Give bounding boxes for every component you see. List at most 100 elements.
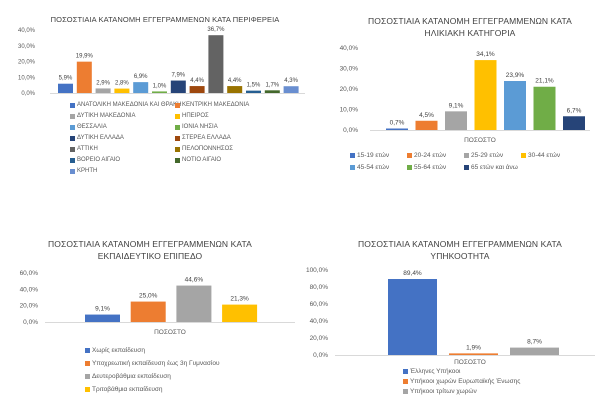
x-axis-label: ΠΟΣΟΣΤΟ	[154, 329, 186, 336]
y-tick-label: 0,0%	[23, 319, 38, 326]
data-label: 21,1%	[535, 78, 554, 85]
bar	[283, 86, 299, 93]
chart-title-line-1: ΠΟΣΟΣΤΙΑΙΑ ΚΑΤΑΝΟΜΗ ΕΓΓΕΓΡΑΜΜΕΝΩΝ ΚΑΤΑ	[48, 239, 252, 249]
data-label: 9,1%	[449, 102, 464, 109]
legend-item: 55-64 ετών	[407, 164, 446, 171]
y-tick-label: 40,0%	[18, 28, 36, 34]
legend-swatch	[464, 153, 469, 158]
bar	[170, 80, 186, 93]
data-label: 0,7%	[390, 120, 405, 127]
legend-swatch	[70, 135, 75, 141]
y-tick-label: 20,0%	[20, 303, 39, 310]
data-label: 25,0%	[139, 293, 158, 300]
legend-item: Υπήκοοι χωρών Ευρωπαϊκής Ένωσης	[403, 378, 520, 385]
bar	[133, 82, 149, 93]
legend-label: 65 ετών και άνω	[471, 164, 518, 171]
data-label: 4,4%	[228, 78, 242, 84]
legend-swatch	[70, 102, 75, 108]
legend-item: 65 ετών και άνω	[464, 164, 518, 171]
data-label: 36,7%	[207, 27, 225, 33]
legend-swatch	[175, 135, 180, 141]
data-label: 34,1%	[476, 51, 495, 58]
y-tick-label: 20,0%	[340, 86, 359, 93]
legend-swatch	[407, 165, 412, 170]
data-label: 4,5%	[419, 112, 434, 119]
legend-item: Χωρίς εκπαίδευση	[85, 347, 145, 354]
data-label: 4,4%	[190, 78, 204, 84]
legend-item: Δευτεροβάθμια εκπαίδευση	[85, 373, 171, 380]
legend-swatch	[403, 389, 408, 394]
legend-swatch	[70, 124, 75, 130]
legend-swatch	[175, 102, 180, 108]
bar	[208, 35, 224, 93]
chart-age: ΠΟΣΟΣΤΙΑΙΑ ΚΑΤΑΝΟΜΗ ΕΓΓΕΓΡΑΜΜΕΝΩΝ ΚΑΤΑ Η…	[320, 0, 602, 185]
legend-swatch	[70, 168, 75, 174]
data-label: 1,0%	[153, 83, 167, 89]
y-tick-label: 30,0%	[18, 44, 36, 50]
legend-label: Τριτοβάθμια εκπαίδευση	[92, 386, 163, 393]
legend-label: ΗΠΕΙΡΟΣ	[182, 113, 209, 119]
legend-label: 15-19 ετών	[357, 152, 390, 159]
legend-swatch	[175, 146, 180, 152]
legend-swatch	[175, 113, 180, 119]
data-label: 1,5%	[247, 83, 261, 89]
legend-swatch	[350, 165, 355, 170]
bar	[533, 86, 556, 130]
y-tick-label: 80,0%	[310, 284, 329, 291]
bar	[449, 353, 498, 355]
data-label: 6,7%	[567, 107, 582, 114]
data-label: 21,3%	[230, 296, 249, 303]
legend-swatch	[85, 361, 90, 366]
legend-item: Τριτοβάθμια εκπαίδευση	[85, 386, 163, 393]
bar	[563, 116, 585, 130]
y-tick-label: 60,0%	[310, 301, 329, 308]
chart-age-plot: 0,0% 10,0% 20,0% 30,0% 40,0% 0,7% 4,5% 9,1% 34,1…	[340, 45, 590, 134]
chart-title-line-2: ΗΛΙΚΙΑΚΗ ΚΑΤΗΓΟΡΙΑ	[424, 28, 516, 38]
y-tick-label: 40,0%	[20, 286, 39, 293]
legend-swatch	[85, 374, 90, 379]
legend-label: ΙΟΝΙΑ ΝΗΣΙΑ	[182, 124, 218, 130]
bar	[222, 304, 258, 322]
legend-label: Υπήκοοι τρίτων χωρών	[410, 388, 477, 395]
legend-label: ΘΕΣΣΑΛΙΑ	[77, 124, 107, 130]
y-tick-label: 40,0%	[310, 318, 329, 325]
legend-swatch	[175, 157, 180, 163]
y-tick-label: 20,0%	[310, 335, 329, 342]
y-tick-label: 0,0%	[343, 127, 358, 134]
bar	[246, 90, 261, 93]
bar	[152, 91, 167, 93]
chart-region-plot: 0,0% 10,0% 20,0% 30,0% 40,0% 5,9% 19,9% 2,9% 2,8…	[18, 27, 305, 97]
legend-label: Δευτεροβάθμια εκπαίδευση	[92, 373, 171, 380]
chart-region: ΠΟΣΟΣΤΙΑΙΑ ΚΑΤΑΝΟΜΗ ΕΓΓΕΓΡΑΜΜΕΝΩΝ ΚΑΤΑ Π…	[0, 0, 310, 185]
bar	[227, 86, 243, 93]
chart-title-line-1: ΠΟΣΟΣΤΙΑΙΑ ΚΑΤΑΝΟΜΗ ΕΓΓΕΓΡΑΜΜΕΝΩΝ ΚΑΤΑ	[368, 16, 572, 26]
bar	[176, 285, 212, 322]
legend-label: Χωρίς εκπαίδευση	[92, 347, 145, 354]
chart-title-line-2: ΕΚΠΑΙΔΕΥΤΙΚΟ ΕΠΙΠΕΔΟ	[97, 251, 203, 261]
bar	[85, 314, 120, 322]
legend-swatch	[464, 165, 469, 170]
data-label: 6,9%	[134, 74, 148, 80]
chart-title-line-1: ΠΟΣΟΣΤΙΑΙΑ ΚΑΤΑΝΟΜΗ ΕΓΓΕΓΡΑΜΜΕΝΩΝ ΚΑΤΑ	[358, 239, 562, 249]
data-label: 2,8%	[115, 81, 129, 87]
bar	[95, 88, 111, 93]
legend-label: ΚΕΝΤΡΙΚΗ ΜΑΚΕΔΟΝΙΑ	[182, 102, 250, 108]
y-tick-label: 40,0%	[340, 45, 359, 52]
legend-item: ΠΕΛΟΠΟΝΝΗΣΟΣ	[175, 146, 233, 152]
legend-item: ΒΟΡΕΙΟ ΑΙΓΑΙΟ	[70, 157, 120, 163]
legend-label: Έλληνες Υπήκοοι	[410, 368, 461, 375]
data-label: 8,7%	[527, 339, 542, 346]
legend-item: 15-19 ετών	[350, 152, 389, 159]
legend-swatch	[70, 146, 75, 152]
data-label: 9,1%	[95, 306, 110, 313]
bar	[264, 90, 280, 93]
legend-item: ΚΡΗΤΗ	[70, 168, 97, 174]
y-tick-label: 100,0%	[306, 267, 328, 274]
y-tick-label: 0,0%	[21, 91, 35, 97]
legend-label: 25-29 ετών	[471, 152, 504, 159]
legend-swatch	[70, 157, 75, 163]
y-tick-label: 20,0%	[18, 60, 36, 66]
legend-item: ΘΕΣΣΑΛΙΑ	[70, 124, 107, 130]
legend-label: ΔΥΤΙΚΗ ΜΑΚΕΔΟΝΙΑ	[77, 113, 136, 119]
data-label: 1,7%	[265, 82, 279, 88]
